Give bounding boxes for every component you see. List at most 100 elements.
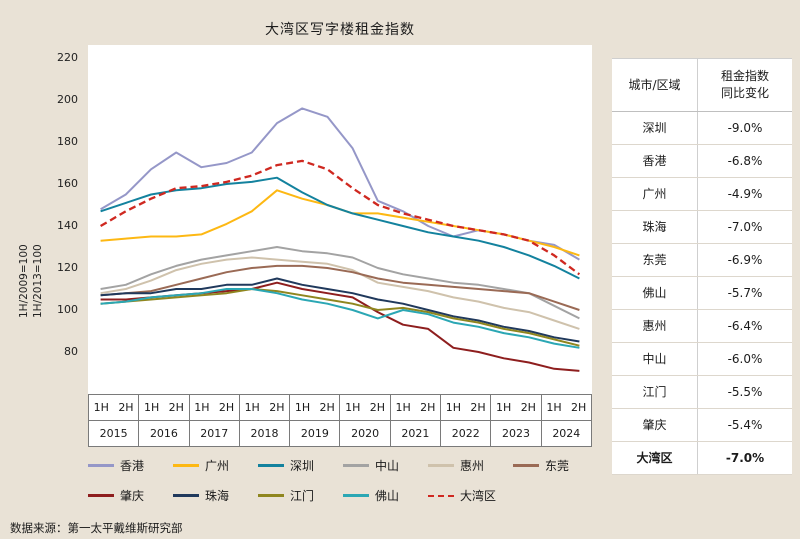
legend-item-江门: 江门 (258, 487, 343, 504)
table-row-中山: 中山 -6.0% (612, 342, 792, 376)
x-axis-half-labels: 1H 2H (290, 395, 340, 421)
series-line-广州 (100, 189, 580, 257)
x-axis-half-label: 1H (294, 401, 311, 414)
table-body: 深圳 -9.0% 香港 -6.8% 广州 -4.9% 珠海 -7.0% 东莞 -6.9% 佛山 -5.… (612, 111, 792, 475)
x-axis-half-labels: 1H 2H (239, 395, 290, 421)
x-axis-year-cell: 1H 2H 2021 (390, 395, 442, 446)
table-cell-city: 大湾区 (612, 441, 698, 474)
table-cell-change: -5.5% (727, 384, 763, 399)
table-header-change: 租金指数 同比变化 (698, 59, 792, 111)
legend-swatch-icon (258, 464, 284, 467)
x-axis-year-cell: 1H 2H 2024 (541, 395, 591, 446)
table-cell-change: -5.7% (727, 285, 763, 300)
legend-swatch-icon (173, 494, 199, 497)
y-tick-label: 200 (57, 93, 78, 106)
y-tick-label: 220 (57, 51, 78, 64)
series-line-深圳 (100, 176, 580, 280)
table-cell-change: -6.0% (727, 351, 763, 366)
x-axis-year-label: 2021 (401, 427, 430, 440)
x-axis-half-label: 1H (143, 401, 160, 414)
table-cell-city: 珠海 (612, 210, 698, 243)
x-axis-half-label: 2H (470, 401, 486, 414)
x-axis-half-labels: 1H 2H (441, 395, 491, 421)
table-cell-city: 佛山 (612, 276, 698, 309)
table-row-珠海: 珠海 -7.0% (612, 210, 792, 244)
legend-label: 肇庆 (120, 489, 145, 503)
x-axis-half-labels: 1H 2H (189, 395, 239, 421)
table-header-change-line1: 租金指数 (720, 69, 769, 83)
table-cell-change: -6.9% (727, 252, 763, 267)
rent-change-table: 城市/区域 租金指数 同比变化 深圳 -9.0% 香港 -6.8% 广州 -4.9% 珠海 -… (612, 58, 792, 475)
table-cell-city: 中山 (612, 342, 698, 375)
source-note: 数据来源：第一太平戴维斯研究部 (10, 521, 183, 535)
table-cell-city: 香港 (612, 144, 698, 177)
legend-label: 香港 (120, 459, 145, 473)
table-row-江门: 江门 -5.5% (612, 375, 792, 409)
x-axis-half-label: 1H (194, 401, 210, 414)
x-axis-year-cell: 1H 2H 2022 (441, 395, 492, 446)
legend-label: 东莞 (545, 459, 570, 473)
legend-label: 惠州 (460, 459, 485, 473)
series-line-惠州 (100, 256, 580, 330)
x-axis-half-label: 1H (546, 401, 562, 414)
legend-swatch-icon (173, 464, 199, 467)
x-axis-year-cell: 1H 2H 2019 (290, 395, 341, 446)
x-axis-half-label: 2H (269, 401, 285, 414)
series-line-东莞 (100, 264, 580, 311)
legend-swatch-icon (513, 464, 539, 467)
table-header-row: 城市/区域 租金指数 同比变化 (612, 59, 792, 112)
legend-item-大湾区: 大湾区 (428, 487, 513, 504)
legend-swatch-icon (343, 494, 369, 497)
plot-area (88, 45, 592, 394)
table-cell-city: 广州 (612, 177, 698, 210)
y-tick-label: 120 (57, 261, 78, 274)
x-axis-year-cell: 1H 2H 2020 (340, 395, 391, 446)
table-row-香港: 香港 -6.8% (612, 144, 792, 178)
table-cell-city: 惠州 (612, 309, 698, 342)
chart-title: 大湾区写字楼租金指数 (265, 22, 415, 38)
legend-swatch-icon (88, 464, 114, 467)
legend-item-肇庆: 肇庆 (88, 487, 173, 504)
x-axis-half-labels: 1H 2H (139, 395, 189, 421)
legend: 香港 广州 深圳 中山 惠州 东莞 肇庆 珠海 江门 佛山 大湾区 (88, 457, 598, 504)
x-axis-half-label: 2H (369, 401, 386, 414)
x-axis-half-label: 1H (395, 401, 411, 414)
legend-item-佛山: 佛山 (343, 487, 428, 504)
legend-label: 大湾区 (460, 489, 497, 503)
legend-swatch-icon (428, 494, 454, 497)
x-axis-year-label: 2017 (200, 427, 229, 440)
table-cell-change: -6.4% (727, 318, 763, 333)
legend-swatch-icon (88, 494, 114, 497)
legend-item-惠州: 惠州 (428, 457, 513, 474)
table-cell-city: 江门 (612, 375, 698, 408)
x-axis-half-labels: 1H 2H (340, 395, 390, 421)
legend-label: 江门 (290, 489, 315, 503)
x-axis-year-cell: 1H 2H 2015 (89, 395, 140, 446)
x-axis-half-label: 2H (168, 401, 184, 414)
table-header-city: 城市/区域 (612, 59, 698, 111)
table-cell-change: -9.0% (727, 120, 763, 135)
table-cell-change: -6.8% (727, 153, 763, 168)
table-cell-change: -7.0% (725, 450, 765, 465)
table-cell-city: 东莞 (612, 243, 698, 276)
table-cell-change: -4.9% (727, 186, 763, 201)
y-tick-label: 160 (57, 177, 78, 190)
x-axis-year-label: 2022 (451, 427, 480, 440)
series-line-珠海 (100, 277, 580, 343)
line-chart (100, 107, 581, 372)
y-tick-label: 80 (64, 345, 78, 358)
series-line-大湾区 (100, 159, 581, 276)
x-axis-half-labels: 1H 2H (89, 395, 139, 421)
series-line-中山 (100, 246, 580, 320)
table-row-大湾区: 大湾区 -7.0% (612, 441, 792, 475)
x-axis-half-labels: 1H 2H (390, 395, 441, 421)
x-axis-half-label: 2H (520, 401, 536, 414)
table-row-广州: 广州 -4.9% (612, 177, 792, 211)
legend-item-深圳: 深圳 (258, 457, 343, 474)
table-row-惠州: 惠州 -6.4% (612, 309, 792, 343)
x-axis: 1H 2H 2015 1H 2H 2016 1H 2H 2017 1H 2H 2018 1H 2H 2019… (88, 394, 592, 447)
x-axis-year-label: 2024 (552, 427, 581, 440)
legend-item-香港: 香港 (88, 457, 173, 474)
x-axis-half-label: 2H (118, 401, 134, 414)
x-axis-half-label: 1H (345, 401, 361, 414)
